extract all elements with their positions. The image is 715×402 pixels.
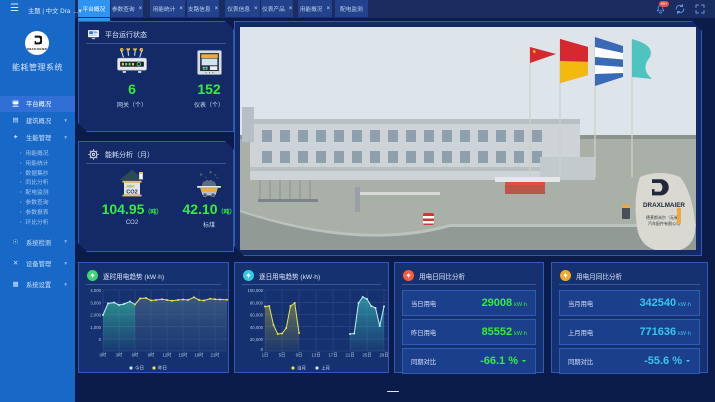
svg-text:0时: 0时 xyxy=(100,352,107,358)
svg-text:5日: 5日 xyxy=(279,353,286,359)
svg-text:21日: 21日 xyxy=(345,353,354,359)
svg-text:17日: 17日 xyxy=(328,353,337,359)
svg-text:3时: 3时 xyxy=(116,352,123,358)
svg-text:20,000: 20,000 xyxy=(250,337,264,342)
svg-text:0: 0 xyxy=(261,347,264,352)
svg-text:9日: 9日 xyxy=(296,353,303,359)
svg-text:3,000: 3,000 xyxy=(90,300,101,305)
svg-text:21时: 21时 xyxy=(210,352,220,358)
svg-text:上月: 上月 xyxy=(321,365,330,372)
svg-text:80,000: 80,000 xyxy=(250,300,264,305)
svg-text:当月: 当月 xyxy=(297,365,306,372)
svg-text:今日: 今日 xyxy=(135,365,144,372)
svg-text:9时: 9时 xyxy=(148,352,155,358)
svg-text:德莱斯米尔（无锡）: 德莱斯米尔（无锡） xyxy=(646,214,682,220)
svg-text:29日: 29日 xyxy=(379,353,388,359)
svg-text:6时: 6时 xyxy=(132,352,139,358)
svg-text:15时: 15时 xyxy=(178,352,188,358)
svg-text:60,000: 60,000 xyxy=(250,313,264,318)
svg-text:25日: 25日 xyxy=(362,353,371,359)
svg-text:2,000: 2,000 xyxy=(90,313,101,318)
svg-text:1日: 1日 xyxy=(262,353,269,359)
svg-text:12时: 12时 xyxy=(162,352,172,358)
svg-text:4,000: 4,000 xyxy=(90,288,101,293)
svg-text:100,000: 100,000 xyxy=(247,288,263,293)
svg-text:18时: 18时 xyxy=(194,352,204,358)
svg-text:CO2: CO2 xyxy=(126,189,138,195)
svg-text:0: 0 xyxy=(99,337,102,342)
svg-text:40,000: 40,000 xyxy=(250,325,264,330)
svg-text:汽车配件有限公司: 汽车配件有限公司 xyxy=(648,220,680,226)
svg-text:1,000: 1,000 xyxy=(90,325,101,330)
svg-text:昨日: 昨日 xyxy=(158,365,167,372)
svg-text:13日: 13日 xyxy=(311,353,320,359)
